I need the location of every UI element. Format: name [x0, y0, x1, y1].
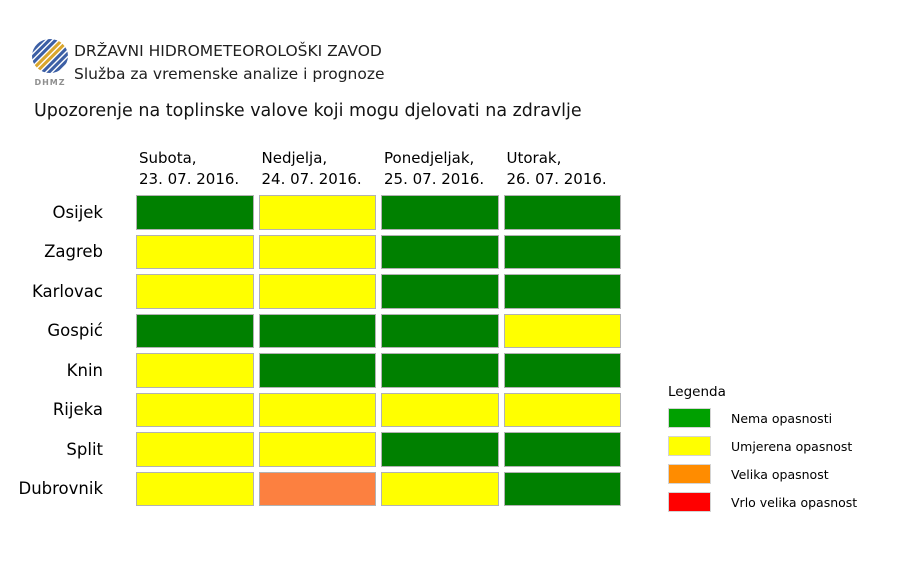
legend-swatch [668, 408, 711, 428]
heatmap-cell [136, 274, 254, 309]
heatmap-cell [503, 432, 621, 467]
dhmz-logo-stripes-icon [32, 39, 68, 73]
column-header-day: Utorak, [506, 149, 562, 167]
legend-item-label: Umjerena opasnost [731, 438, 853, 454]
heatmap-grid [136, 195, 621, 506]
dhmz-logo-text: DHMZ [34, 78, 66, 87]
heatmap-cell [381, 195, 499, 230]
org-subtitle: Služba za vremenske analize i prognoze [74, 65, 385, 83]
heatmap-cell [136, 195, 254, 230]
column-header-date: 25. 07. 2016. [384, 169, 485, 188]
column-header: Ponedjeljak, 25. 07. 2016. [381, 148, 499, 189]
column-header-date: 23. 07. 2016. [139, 169, 240, 188]
column-header-date: 26. 07. 2016. [506, 169, 607, 188]
heatmap-cell [503, 195, 621, 230]
heatmap-cell [503, 392, 621, 427]
heatmap-cell [136, 234, 254, 269]
row-label: Osijek [52, 202, 103, 222]
legend-swatch [668, 492, 711, 512]
heatmap-cell [258, 392, 376, 427]
column-headers: Subota, 23. 07. 2016. Nedjelja, 24. 07. 201… [136, 148, 621, 189]
heatmap-cell [503, 471, 621, 506]
heatmap-cell [136, 432, 254, 467]
heatmap-cell [136, 353, 254, 388]
legend-item: Umjerena opasnost [668, 436, 857, 456]
heatmap-cell [503, 274, 621, 309]
row-label: Zagreb [44, 242, 103, 262]
org-name: DRŽAVNI HIDROMETEOROLOŠKI ZAVOD [74, 42, 382, 60]
heatmap-cell [258, 234, 376, 269]
heatmap-cell [381, 353, 499, 388]
heatmap-cell [381, 313, 499, 348]
heatmap-cell [258, 471, 376, 506]
heatmap-cell [136, 471, 254, 506]
legend-item-label: Nema opasnosti [731, 410, 833, 426]
legend-item: Velika opasnost [668, 464, 857, 484]
legend: Legenda Nema opasnosti Umjerena opasnost V… [668, 385, 857, 520]
heatmap-cell [381, 471, 499, 506]
legend-title: Legenda [668, 384, 726, 400]
heatmap-cell [381, 392, 499, 427]
row-label: Gospić [47, 321, 103, 341]
row-label: Rijeka [52, 400, 103, 420]
heatmap-cell [258, 195, 376, 230]
legend-item: Vrlo velika opasnost [668, 492, 857, 512]
column-header: Nedjelja, 24. 07. 2016. [259, 148, 377, 189]
heatmap-cell [381, 274, 499, 309]
org-header: DRŽAVNI HIDROMETEOROLOŠKI ZAVOD Služba z… [74, 40, 385, 86]
column-header: Utorak, 26. 07. 2016. [504, 148, 622, 189]
legend-item-label: Vrlo velika opasnost [731, 494, 858, 510]
legend-item-label: Velika opasnost [731, 466, 829, 482]
column-header-day: Subota, [139, 149, 197, 167]
row-label: Dubrovnik [18, 479, 103, 499]
heatmap-cell [503, 313, 621, 348]
heatmap-cell [381, 432, 499, 467]
column-header: Subota, 23. 07. 2016. [136, 148, 254, 189]
row-label: Karlovac [31, 281, 103, 301]
heatmap-cell [136, 392, 254, 427]
heatmap-cell [258, 432, 376, 467]
heatmap-cell [503, 234, 621, 269]
heatmap-cell [381, 234, 499, 269]
legend-items: Nema opasnosti Umjerena opasnost Velika op… [668, 408, 857, 512]
legend-swatch [668, 436, 711, 456]
heatmap-cell [136, 313, 254, 348]
legend-swatch [668, 464, 711, 484]
chart-title: Upozorenje na toplinske valove koji mogu… [34, 101, 582, 121]
column-header-day: Ponedjeljak, [384, 149, 475, 167]
heatmap-cell [258, 313, 376, 348]
dhmz-logo: DHMZ [30, 38, 70, 87]
legend-item: Nema opasnosti [668, 408, 857, 428]
row-labels: Osijek Zagreb Karlovac Gospić Knin Rijeka Spli… [0, 195, 103, 511]
column-header-day: Nedjelja, [261, 149, 328, 167]
row-label: Split [66, 439, 103, 459]
row-label: Knin [66, 360, 103, 380]
column-header-date: 24. 07. 2016. [261, 169, 362, 188]
heatmap-cell [258, 353, 376, 388]
heatmap-cell [258, 274, 376, 309]
heatmap-cell [503, 353, 621, 388]
